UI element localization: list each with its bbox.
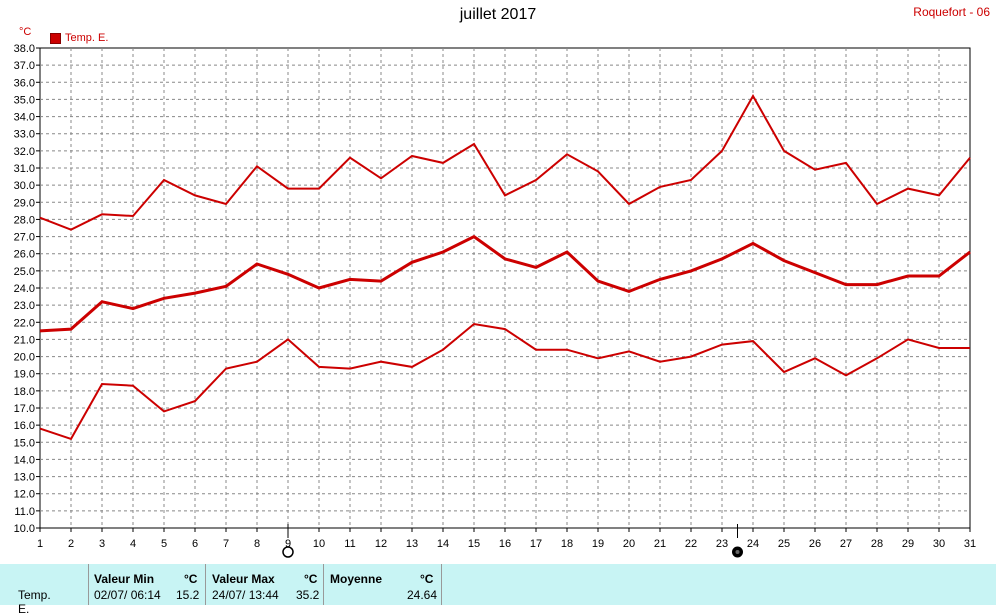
series-line-max: [39, 93, 971, 231]
x-tick-label: 16: [499, 538, 511, 550]
summary-divider: [323, 564, 324, 605]
y-tick-label: 37.0: [14, 60, 35, 72]
summary-mean-cell: Moyenne °C 24.64: [330, 564, 438, 605]
x-tick-label: 22: [685, 538, 697, 550]
y-tick-label: 19.0: [14, 369, 35, 381]
y-tick-label: 18.0: [14, 386, 35, 398]
y-tick-label: 25.0: [14, 266, 35, 278]
station-name: Roquefort - 06: [913, 5, 990, 19]
y-tick-label: 23.0: [14, 300, 35, 312]
summary-mean-unit: °C: [420, 572, 434, 586]
legend-swatch: [50, 32, 61, 44]
x-tick-label: 31: [964, 538, 976, 550]
y-tick-label: 36.0: [14, 77, 35, 89]
x-tick-label: 25: [778, 538, 790, 550]
new-moon-icon-center: [735, 550, 740, 554]
summary-table: Temp. E. Valeur Min °C 02/07/ 06:14 15.2…: [0, 564, 996, 616]
summary-max-header: Valeur Max: [212, 572, 275, 586]
y-tick-label: 21.0: [14, 334, 35, 346]
x-tick-label: 19: [592, 538, 604, 550]
y-tick-label: 28.0: [14, 214, 35, 226]
summary-row-label: Temp. E.: [18, 588, 51, 616]
x-tick-label: 1: [37, 538, 43, 550]
summary-min-cell: Valeur Min °C 02/07/ 06:14 15.2: [94, 564, 202, 605]
summary-min-unit: °C: [184, 572, 198, 586]
series-line-mean: [39, 234, 971, 333]
y-tick-label: 14.0: [14, 454, 35, 466]
y-tick-label: 34.0: [14, 112, 35, 124]
y-tick-label: 29.0: [14, 197, 35, 209]
full-moon-icon: [282, 546, 294, 558]
x-tick-label: 5: [161, 538, 167, 550]
chart-area: juillet 2017 Roquefort - 06 °C Temp. E. …: [14, 5, 990, 558]
series-line-min: [39, 322, 970, 441]
y-tick-label: 13.0: [14, 472, 35, 484]
y-tick-label: 26.0: [14, 249, 35, 261]
x-tick-label: 20: [623, 538, 635, 550]
summary-min-date: 02/07/ 06:14: [94, 588, 161, 602]
summary-mean-header: Moyenne: [330, 572, 383, 586]
x-tick-label: 23: [716, 538, 728, 550]
x-tick-label: 2: [68, 538, 74, 550]
y-axis-unit: °C: [19, 26, 32, 38]
y-tick-label: 12.0: [14, 489, 35, 501]
x-tick-label: 29: [902, 538, 914, 550]
x-tick-label: 27: [840, 538, 852, 550]
x-tick-label: 18: [561, 538, 573, 550]
y-tick-label: 10.0: [14, 523, 35, 535]
y-tick-label: 38.0: [14, 43, 35, 55]
y-tick-label: 24.0: [14, 283, 35, 295]
legend-label: Temp. E.: [65, 32, 109, 44]
y-tick-label: 31.0: [14, 163, 35, 175]
x-tick-label: 7: [223, 538, 229, 550]
summary-divider: [441, 564, 442, 605]
y-tick-label: 33.0: [14, 129, 35, 141]
x-tick-label: 12: [375, 538, 387, 550]
x-tick-label: 3: [99, 538, 105, 550]
x-tick-label: 17: [530, 538, 542, 550]
x-tick-label: 21: [654, 538, 666, 550]
x-tick-label: 26: [809, 538, 821, 550]
x-tick-label: 10: [313, 538, 325, 550]
x-tick-label: 6: [192, 538, 198, 550]
summary-max-cell: Valeur Max °C 24/07/ 13:44 35.2: [212, 564, 320, 605]
y-tick-label: 11.0: [14, 506, 35, 518]
summary-min-value: 15.2: [176, 588, 200, 602]
summary-min-header: Valeur Min: [94, 572, 155, 586]
y-tick-label: 30.0: [14, 180, 35, 192]
x-tick-label: 13: [406, 538, 418, 550]
summary-divider: [205, 564, 206, 605]
x-tick-label: 4: [130, 538, 136, 550]
x-tick-label: 11: [344, 538, 355, 550]
x-tick-label: 9: [285, 538, 291, 550]
line-chart: 10.0 11.0 12.0 13.0 14.0 15.0 16.0 17.0 18.0 19.0…: [14, 43, 976, 558]
y-tick-label: 27.0: [14, 232, 35, 244]
x-tick-label: 8: [254, 538, 260, 550]
y-tick-label: 22.0: [14, 317, 35, 329]
summary-divider: [88, 564, 89, 605]
x-tick-label: 14: [437, 538, 449, 550]
y-tick-label: 15.0: [14, 437, 35, 449]
y-tick-label: 35.0: [14, 94, 35, 106]
y-tick-label: 20.0: [14, 352, 35, 364]
legend: Temp. E.: [50, 32, 108, 44]
y-tick-label: 17.0: [14, 403, 35, 415]
summary-mean-value: 24.64: [407, 588, 438, 602]
summary-max-date: 24/07/ 13:44: [212, 588, 279, 602]
x-tick-label: 30: [933, 538, 945, 550]
y-tick-label: 16.0: [14, 420, 35, 432]
summary-max-unit: °C: [304, 572, 318, 586]
summary-max-value: 35.2: [296, 588, 320, 602]
x-tick-label: 28: [871, 538, 883, 550]
chart-title: juillet 2017: [459, 6, 537, 23]
x-tick-label: 15: [468, 538, 480, 550]
y-tick-label: 32.0: [14, 146, 35, 158]
x-tick-label: 24: [747, 538, 759, 550]
